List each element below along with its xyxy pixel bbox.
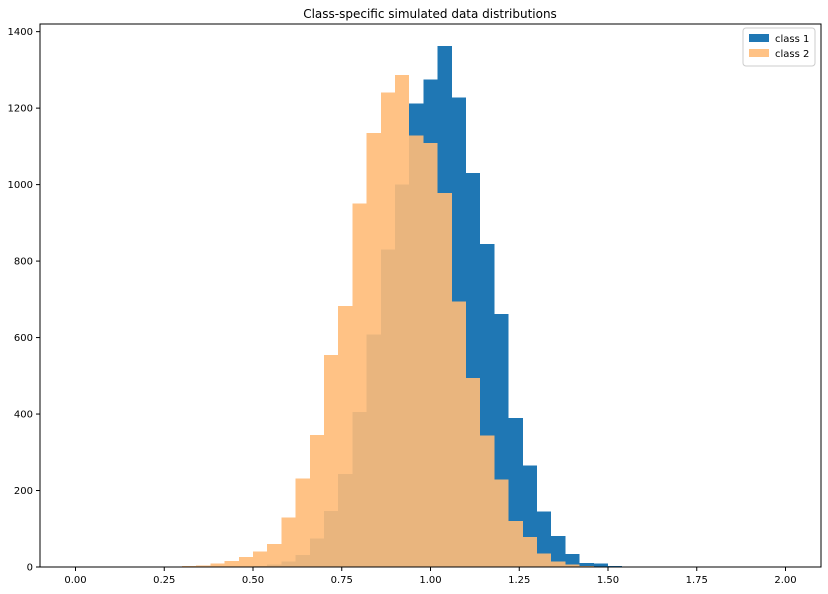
bar	[324, 355, 338, 567]
bar	[509, 521, 523, 567]
x-tick-label: 1.00	[419, 575, 441, 586]
x-tick-label: 0.25	[153, 575, 175, 586]
bar	[338, 306, 352, 567]
y-tick-label: 200	[14, 486, 33, 497]
x-tick-label: 1.50	[597, 575, 619, 586]
bar	[466, 378, 480, 567]
bar	[551, 561, 565, 567]
bar	[594, 564, 608, 567]
legend-label: class 2	[775, 49, 809, 60]
y-tick-label: 0	[27, 563, 33, 574]
legend-label: class 1	[775, 34, 809, 45]
y-axis: 0 200 400 600 800 1000 1200 1400	[8, 27, 40, 573]
bar	[310, 435, 324, 567]
x-tick-label: 0.75	[331, 575, 353, 586]
x-tick-label: 1.75	[686, 575, 708, 586]
bar	[537, 554, 551, 567]
y-tick-label: 1000	[8, 180, 33, 191]
bar	[225, 561, 239, 567]
bar	[367, 133, 381, 567]
bar	[423, 143, 437, 567]
chart-title: Class-specific simulated data distributi…	[303, 7, 557, 21]
bar	[253, 552, 267, 567]
y-tick-label: 400	[14, 410, 33, 421]
x-tick-label: 0.50	[242, 575, 264, 586]
y-tick-label: 1200	[8, 104, 33, 115]
bar	[352, 204, 366, 567]
bar	[523, 537, 537, 567]
bar	[480, 435, 494, 567]
y-tick-label: 800	[14, 257, 33, 268]
bar	[395, 75, 409, 567]
bar	[210, 564, 224, 567]
bar	[296, 478, 310, 567]
bar	[381, 92, 395, 567]
x-tick-label: 1.25	[508, 575, 530, 586]
bars-layer	[168, 46, 637, 567]
x-axis: 0.00 0.25 0.50 0.75 1.00 1.25 1.50 1.75 2.00	[64, 567, 796, 586]
series-class-2	[168, 75, 608, 567]
bar	[494, 479, 508, 567]
x-tick-label: 2.00	[774, 575, 796, 586]
legend-swatch	[749, 34, 769, 42]
y-tick-label: 600	[14, 333, 33, 344]
legend: class 1 class 2	[743, 28, 815, 66]
bar	[281, 517, 295, 567]
x-tick-label: 0.00	[64, 575, 86, 586]
bar	[438, 193, 452, 567]
y-tick-label: 1400	[8, 27, 33, 38]
legend-swatch	[749, 49, 769, 57]
bar	[239, 557, 253, 567]
bar	[409, 135, 423, 567]
bar	[452, 302, 466, 567]
bar	[267, 544, 281, 567]
